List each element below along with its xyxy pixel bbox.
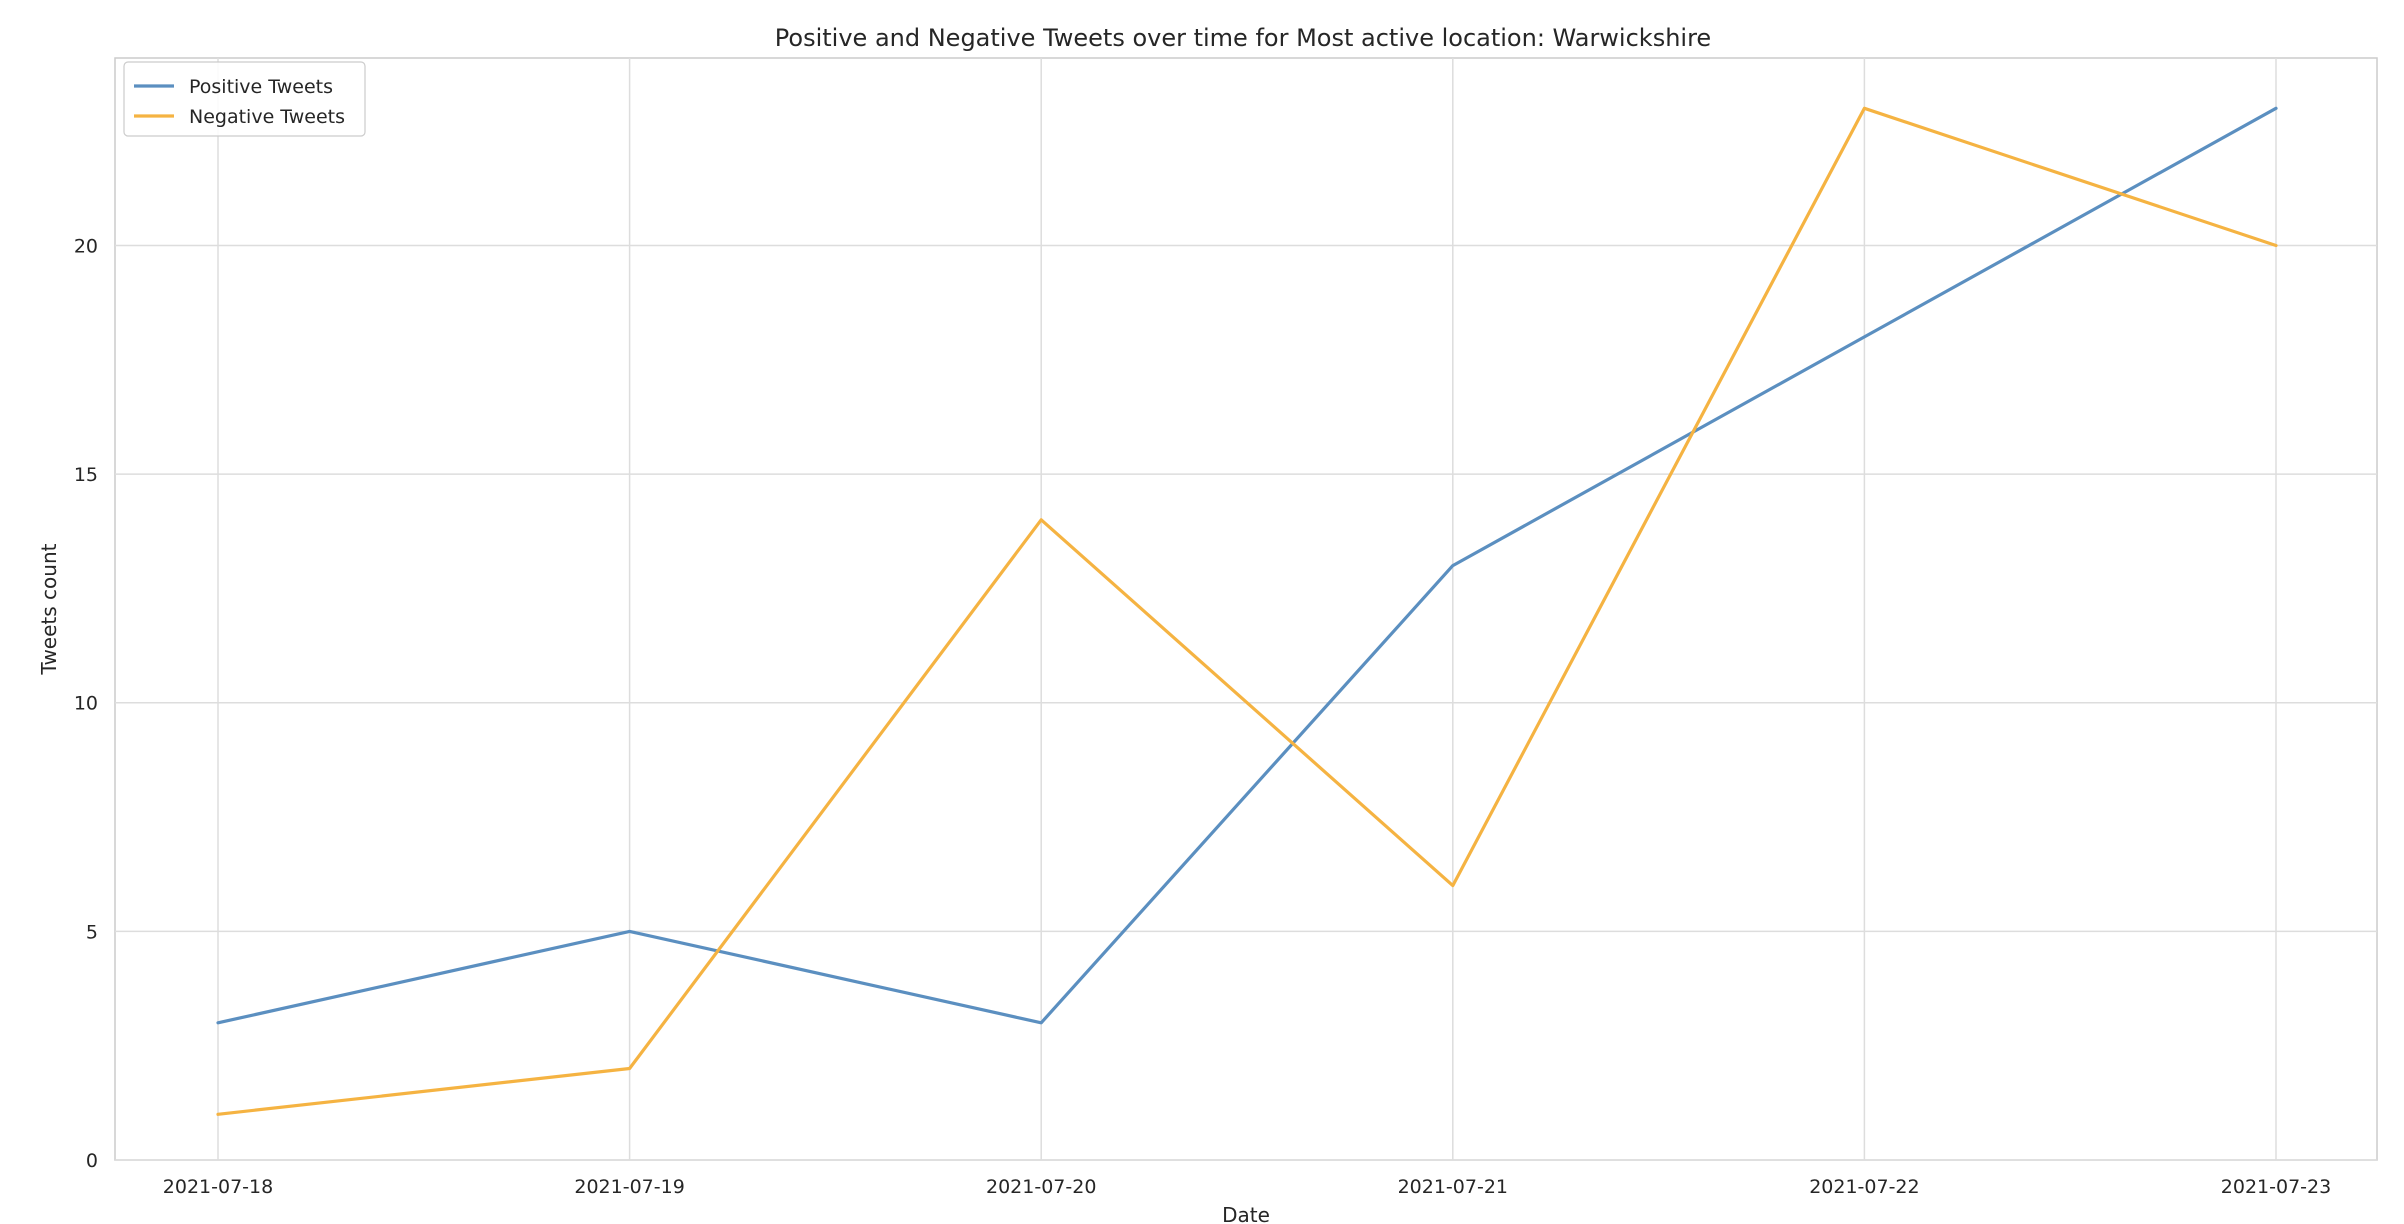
x-tick-label: 2021-07-18: [163, 1176, 273, 1198]
series-line-0: [216, 106, 2278, 1025]
plot-area: [114, 57, 2378, 1161]
x-axis-label: Date: [1222, 1203, 1270, 1224]
y-tick-label: 0: [86, 1150, 98, 1172]
legend: Positive Tweets Negative Tweets: [123, 61, 366, 137]
x-tick-label: 2021-07-19: [574, 1176, 684, 1198]
tick-labels: 2021-07-18 2021-07-19 2021-07-20 2021-07-21…: [74, 235, 2331, 1198]
x-tick-label: 2021-07-23: [2221, 1176, 2331, 1198]
legend-label: Positive Tweets: [189, 76, 333, 98]
legend-box: [123, 61, 366, 137]
series-line-1: [216, 106, 2278, 1116]
chart-title: Positive and Negative Tweets over time f…: [775, 24, 1711, 52]
grid-lines: [115, 58, 2377, 1161]
y-tick-label: 20: [74, 235, 98, 257]
x-tick-label: 2021-07-20: [986, 1176, 1096, 1198]
y-tick-label: 5: [86, 921, 98, 943]
y-tick-label: 15: [74, 464, 98, 486]
y-axis-label: Tweets count: [37, 543, 61, 675]
legend-label: Negative Tweets: [189, 106, 345, 128]
series-lines: [216, 106, 2278, 1116]
x-tick-label: 2021-07-22: [1809, 1176, 1919, 1198]
x-tick-label: 2021-07-21: [1398, 1176, 1508, 1198]
y-tick-label: 10: [74, 693, 98, 715]
